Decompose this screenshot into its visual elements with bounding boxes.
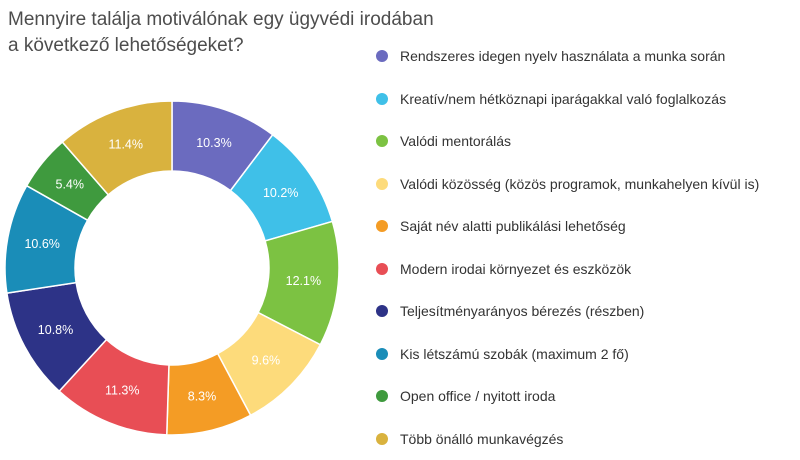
legend-item[interactable]: Valódi közösség (közös programok, munkah… [376,163,759,206]
legend-item[interactable]: Több önálló munkavégzés [376,418,759,460]
legend-color-dot [376,93,388,105]
legend-label: Kreatív/nem hétköznapi iparágakkal való … [400,91,726,107]
slice-value-label-10: 11.4% [108,137,143,151]
slice-value-label-9: 5.4% [56,178,85,192]
legend-color-dot [376,178,388,190]
slice-value-label-1: 10.3% [196,136,231,150]
slice-value-label-3: 12.1% [286,274,321,288]
legend-label: Modern irodai környezet és eszközök [400,261,631,277]
slice-value-label-4: 9.6% [252,354,281,368]
legend-label: Rendszeres idegen nyelv használata a mun… [400,48,725,64]
legend-label: Open office / nyitott iroda [400,388,555,404]
legend-label: Valódi mentorálás [400,133,511,149]
slice-value-label-2: 10.2% [263,186,298,200]
legend-color-dot [376,433,388,445]
slice-value-label-6: 11.3% [105,383,140,397]
slice-value-label-8: 10.6% [24,237,59,251]
legend-label: Kis létszámú szobák (maximum 2 fő) [400,346,629,362]
legend-item[interactable]: Kreatív/nem hétköznapi iparágakkal való … [376,78,759,121]
legend-color-dot [376,135,388,147]
chart-legend: Rendszeres idegen nyelv használata a mun… [376,35,759,460]
legend-item[interactable]: Teljesítményarányos bérezés (részben) [376,290,759,333]
legend-label: Valódi közösség (közös programok, munkah… [400,176,759,192]
legend-color-dot [376,390,388,402]
legend-color-dot [376,263,388,275]
legend-color-dot [376,305,388,317]
legend-item[interactable]: Valódi mentorálás [376,120,759,163]
legend-color-dot [376,220,388,232]
legend-color-dot [376,50,388,62]
legend-label: Saját név alatti publikálási lehetőség [400,218,626,234]
legend-item[interactable]: Open office / nyitott iroda [376,375,759,418]
legend-color-dot [376,348,388,360]
legend-label: Teljesítményarányos bérezés (részben) [400,303,644,319]
slice-value-label-7: 10.8% [38,323,73,337]
legend-label: Több önálló munkavégzés [400,431,563,447]
legend-item[interactable]: Rendszeres idegen nyelv használata a mun… [376,35,759,78]
slice-value-label-5: 8.3% [188,390,217,404]
legend-item[interactable]: Modern irodai környezet és eszközök [376,248,759,291]
legend-item[interactable]: Kis létszámú szobák (maximum 2 fő) [376,333,759,376]
legend-item[interactable]: Saját név alatti publikálási lehetőség [376,205,759,248]
